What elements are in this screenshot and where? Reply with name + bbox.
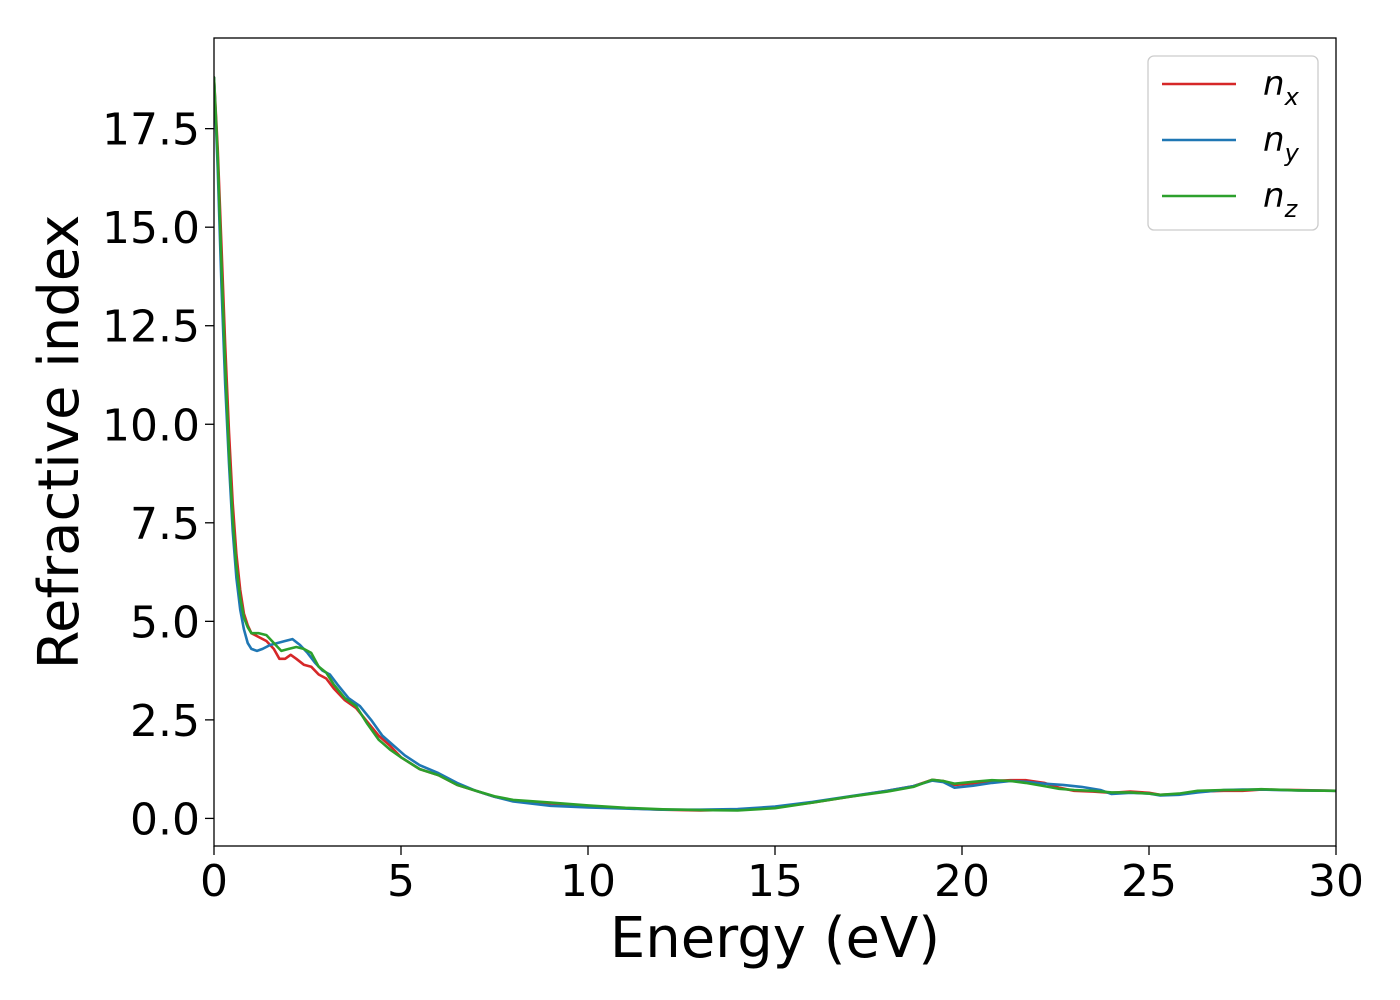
y-axis: 0.0 2.5 5.0 7.5 10.0 12.5 15.0 17.5 [102, 105, 214, 845]
series-line-nz [214, 76, 1336, 812]
x-axis: 0 5 10 15 20 25 30 [200, 846, 1364, 907]
y-tick-label: 7.5 [130, 499, 200, 550]
y-tick-label: 2.5 [130, 696, 200, 747]
x-tick-label: 30 [1308, 856, 1364, 907]
series-layer [214, 76, 1336, 812]
x-tick-label: 25 [1121, 856, 1177, 907]
y-tick-label: 5.0 [130, 597, 200, 648]
y-tick-label: 0.0 [130, 794, 200, 845]
legend-entry-nx: nx [1162, 64, 1300, 111]
x-tick-label: 15 [747, 856, 803, 907]
y-tick-label: 10.0 [102, 400, 200, 451]
legend-box [1147, 55, 1319, 231]
y-tick-label: 15.0 [102, 203, 200, 254]
x-axis-title: Energy (eV) [610, 906, 940, 971]
y-axis-title: Refractive index [27, 215, 92, 670]
y-tick-label: 12.5 [102, 302, 200, 353]
x-tick-label: 10 [560, 856, 616, 907]
x-tick-label: 20 [934, 856, 990, 907]
x-tick-label: 0 [200, 856, 228, 907]
x-tick-label: 5 [387, 856, 415, 907]
y-tick-label: 17.5 [102, 105, 200, 156]
